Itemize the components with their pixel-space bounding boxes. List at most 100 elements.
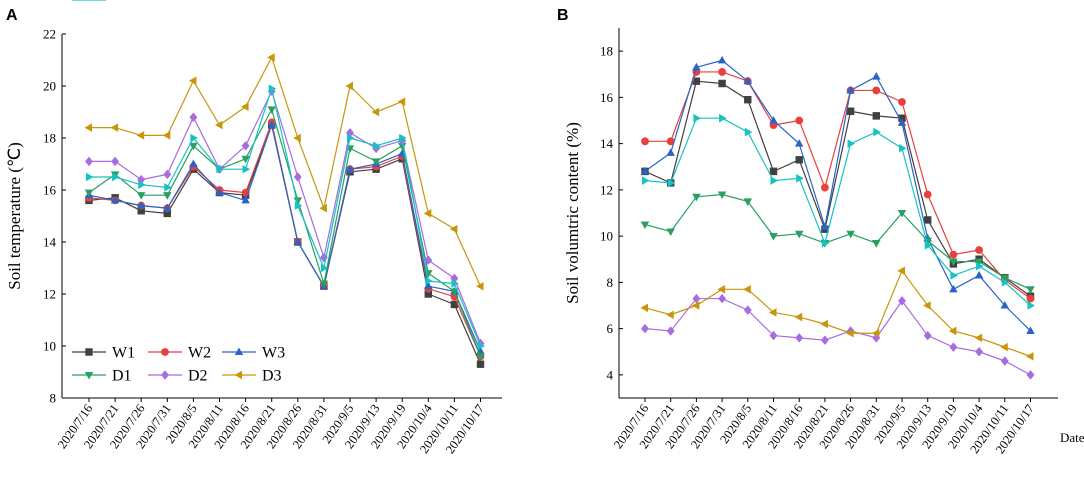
panel-a-point-d3 xyxy=(449,224,458,234)
legend-label-d2: D2 xyxy=(188,368,208,385)
panel-a-letter: A xyxy=(6,7,18,24)
panel-b-point-ck xyxy=(744,127,753,137)
panel-a-line-d2 xyxy=(89,90,482,344)
panel-b-point-ck xyxy=(796,174,804,183)
panel-a-point-d2 xyxy=(189,112,198,122)
legend-label-w1: W1 xyxy=(112,345,135,362)
panel-a-y-tick-label: 10 xyxy=(43,339,56,354)
panel-a-point-ck xyxy=(216,164,225,174)
legend-marker-w1 xyxy=(85,348,93,356)
panel-b-point-d1 xyxy=(1000,274,1010,283)
panel-b-line-w2 xyxy=(645,71,1031,300)
panel-b-line-d2 xyxy=(644,297,1031,376)
panel-b-line-w1 xyxy=(644,80,1031,297)
panel-b-point-w2 xyxy=(821,183,829,192)
panel-a-point-d2 xyxy=(424,255,433,265)
panel-a-point-ck xyxy=(320,263,329,273)
panel-a-point-ck xyxy=(294,201,303,210)
panel-b-point-ck xyxy=(1027,301,1036,310)
panel-b-point-w2 xyxy=(898,98,906,106)
panel-b-point-w2 xyxy=(795,116,804,125)
panel-b-point-w2 xyxy=(1026,294,1035,303)
panel-b-point-d1 xyxy=(846,230,855,239)
panel-b-point-w3 xyxy=(1000,300,1010,309)
panel-b-point-w3 xyxy=(743,76,753,85)
panel-b-point-d3 xyxy=(640,303,649,313)
panel-a-y-tick-label: 16 xyxy=(43,183,57,198)
panel-b-point-w2 xyxy=(975,246,983,254)
panel-a-point-d3 xyxy=(241,102,249,112)
panel-a-y-ticks: 8 10 12 14 16 18 20 22 xyxy=(43,27,66,406)
panel-b-y-tick-label: 6 xyxy=(607,321,614,336)
panel-a-point-ck xyxy=(477,341,486,351)
panel-b-point-d1 xyxy=(872,240,881,248)
panel-b-point-ck xyxy=(898,143,907,153)
panel-b-point-d3 xyxy=(820,319,828,329)
panel-b-point-w3 xyxy=(769,115,778,124)
panel-a-point-d1 xyxy=(241,155,250,164)
panel-b-point-d2 xyxy=(923,330,932,341)
panel-a-point-d2 xyxy=(85,156,93,167)
panel-b-point-d3 xyxy=(1025,352,1034,361)
panel-b-series-d2 xyxy=(641,293,1035,380)
panel-b-point-w3 xyxy=(949,284,958,293)
panel-b-series-w1 xyxy=(641,77,1035,300)
panel-b-point-ck xyxy=(924,241,933,250)
panel-b-point-d1 xyxy=(769,233,778,241)
panel-a-point-d3 xyxy=(475,281,484,291)
panel-b-y-tick-label: 8 xyxy=(607,275,614,290)
panel-a-point-d3 xyxy=(110,123,119,132)
panel-a-point-d3 xyxy=(84,123,93,132)
panel-b-point-d2 xyxy=(666,326,675,336)
panel-a-point-w1 xyxy=(476,360,485,368)
panel-b-x-axis-title: Date xyxy=(1060,430,1084,445)
panel-b-point-d2 xyxy=(641,323,649,334)
panel-a-point-ck xyxy=(85,172,94,182)
panel-b-point-w3 xyxy=(1026,326,1035,334)
panel-b-point-d1 xyxy=(640,221,650,230)
panel-b-point-ck xyxy=(821,238,830,248)
legend-marker-w3 xyxy=(234,347,244,356)
panel-b-point-w3 xyxy=(666,148,675,156)
legend-item-d1: D1 xyxy=(72,368,132,385)
panel-b-point-d2 xyxy=(743,305,752,315)
panel-a-point-w3 xyxy=(241,195,250,204)
panel-a-point-w3 xyxy=(267,120,276,129)
panel-a-point-d3 xyxy=(423,209,432,218)
panel-b-point-d3 xyxy=(846,328,854,338)
panel-a-y-tick-label: 18 xyxy=(43,131,56,146)
panel-a-point-d1 xyxy=(267,106,276,114)
panel-b-point-ck xyxy=(770,176,779,185)
panel-b-y-tick-label: 14 xyxy=(600,136,614,151)
panel-a-point-ck xyxy=(373,141,381,151)
panel-b-point-d2 xyxy=(795,333,804,343)
panel-a-series xyxy=(84,53,486,368)
panel-a-point-d3 xyxy=(188,76,197,86)
legend-label-w3: W3 xyxy=(262,345,285,362)
panel-b-line-ck xyxy=(644,117,1031,306)
panel-b-series xyxy=(640,55,1036,380)
panel-a-series-w3 xyxy=(84,120,485,355)
panel-b-point-w1 xyxy=(744,95,752,104)
panel-b-point-d1 xyxy=(897,209,907,218)
panel-b-point-d2 xyxy=(820,335,829,345)
panel-b-point-w3 xyxy=(846,85,855,94)
panel-b-point-w3 xyxy=(820,222,830,230)
panel-b-point-d1 xyxy=(949,258,958,267)
panel-a-point-d2 xyxy=(293,172,302,182)
panel-a-point-d3 xyxy=(136,131,145,140)
panel-a-point-d3 xyxy=(293,133,301,143)
panel-a-point-ck xyxy=(425,276,433,286)
panel-a-x-ticks: 2020/7/162020/7/212020/7/262020/7/312020… xyxy=(55,398,487,456)
panel-a-point-w3 xyxy=(293,237,303,246)
panel-b-point-w2 xyxy=(923,190,932,199)
panel-b-point-d3 xyxy=(743,285,751,294)
panel-b-point-w3 xyxy=(794,139,804,147)
panel-a-point-d2 xyxy=(241,141,250,151)
panel-b-point-d2 xyxy=(949,342,958,352)
panel-a-y-tick-label: 8 xyxy=(50,391,57,406)
panel-b-y-tick-label: 16 xyxy=(600,90,614,105)
panel-b-series-d3 xyxy=(640,266,1034,361)
panel-b-point-ck xyxy=(873,127,881,137)
panel-b-point-w1 xyxy=(872,112,880,120)
